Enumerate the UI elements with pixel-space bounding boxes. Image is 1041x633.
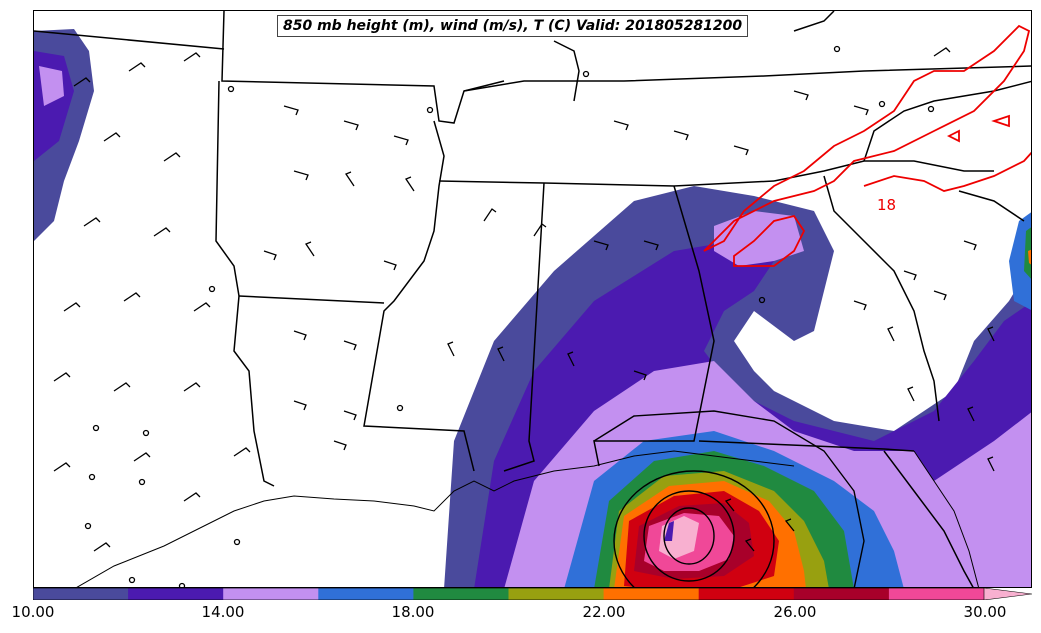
state-borders [34, 11, 1031, 587]
colorbar-extend-arrow [983, 588, 1032, 600]
colorbar-segment [603, 588, 700, 600]
temperature-contours [703, 24, 1031, 267]
shaded-field-west [34, 29, 94, 241]
colorbar-tick-label: 30.00 [963, 603, 1007, 621]
height-contours [593, 410, 865, 587]
colorbar-tick-label: 18.00 [391, 603, 435, 621]
colorbar-tick-label: 26.00 [773, 603, 817, 621]
map-panel: 18 [33, 10, 1032, 588]
colorbar-segment [223, 588, 319, 600]
map-title: 850 mb height (m), wind (m/s), T (C) Val… [277, 15, 749, 37]
wind-barbs [53, 47, 995, 552]
coastline [76, 450, 979, 587]
colorbar-tick-label: 14.00 [201, 603, 245, 621]
map-canvas: 18 [34, 11, 1031, 587]
colorbar-segment [888, 588, 985, 600]
calm-station-markers [84, 45, 935, 587]
colorbar-segment [128, 588, 224, 600]
colorbar-tick-label: 22.00 [582, 603, 626, 621]
colorbar-segment [33, 588, 129, 600]
contour-label-18: 18 [877, 196, 896, 214]
colorbar-segment [318, 588, 414, 600]
colorbar-tick-label: 10.00 [11, 603, 55, 621]
colorbar-segment [698, 588, 795, 600]
colorbar-segment [793, 588, 890, 600]
colorbar-segment [413, 588, 509, 600]
colorbar [33, 588, 1032, 600]
colorbar-segment [508, 588, 605, 600]
shaded-field-storm [444, 186, 1031, 587]
